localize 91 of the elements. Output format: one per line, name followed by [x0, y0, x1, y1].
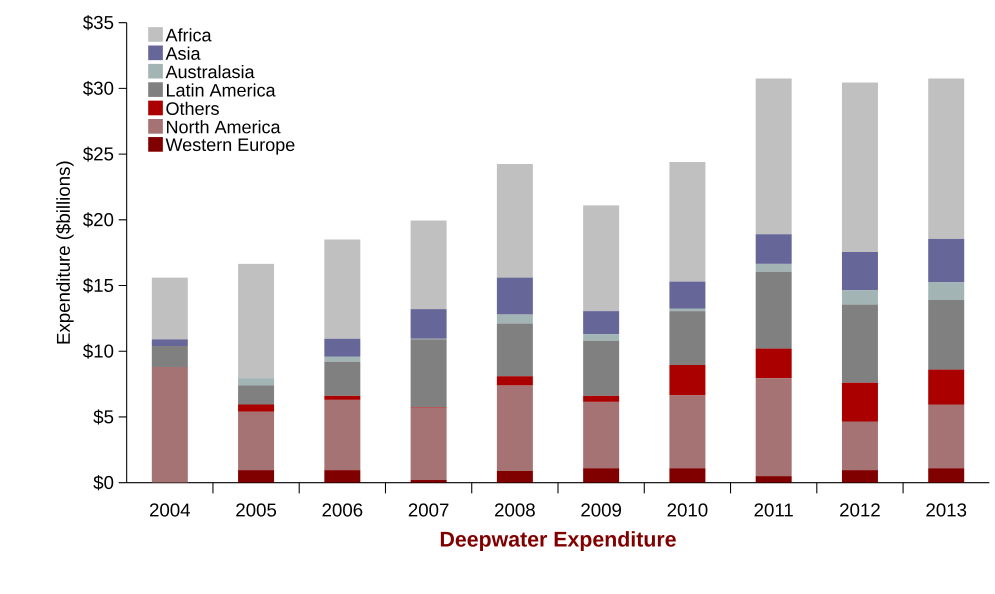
bar	[152, 278, 188, 340]
bar	[928, 78, 964, 239]
y-tick-label: $0	[93, 475, 114, 490]
y-tick-label: $5	[93, 409, 114, 425]
bar	[410, 480, 447, 483]
bar	[928, 468, 964, 483]
bar	[238, 264, 274, 378]
x-tick-label: 2011	[754, 503, 793, 517]
bar	[756, 378, 792, 476]
bar	[496, 324, 533, 376]
bar	[238, 470, 274, 483]
bar	[842, 304, 878, 383]
bar	[583, 340, 620, 396]
bar	[496, 314, 533, 324]
legend-label: Africa	[166, 28, 212, 42]
x-tick-label: 2006	[322, 503, 362, 517]
bar	[669, 282, 706, 309]
bar	[928, 404, 964, 468]
bar	[496, 164, 533, 278]
y-tick-label: $20	[83, 212, 114, 228]
bar	[928, 238, 964, 282]
bar	[583, 205, 620, 312]
bar	[756, 264, 792, 272]
bar	[669, 365, 706, 396]
bar	[324, 240, 360, 339]
bar	[669, 395, 706, 468]
x-tick-label: 2005	[236, 503, 276, 517]
y-tick-label: $35	[83, 15, 114, 30]
bar	[324, 396, 360, 400]
bar	[238, 412, 274, 470]
x-tick-label: 2010	[668, 503, 708, 517]
legend-label: Australasia	[166, 65, 255, 78]
bar	[583, 334, 620, 341]
x-tick-label: 2008	[495, 503, 535, 517]
bar	[496, 385, 533, 471]
bar	[842, 470, 878, 483]
x-axis-title: Deepwater Expenditure	[440, 531, 676, 551]
bar	[238, 385, 274, 404]
x-tick-label: 2012	[840, 503, 880, 517]
bar	[324, 338, 360, 356]
legend-label: Asia	[166, 46, 201, 60]
bar	[583, 396, 620, 402]
bar	[152, 367, 188, 483]
bar	[928, 370, 964, 404]
x-tick-label: 2004	[150, 503, 190, 517]
bar	[928, 300, 964, 370]
bar	[324, 400, 360, 470]
legend-label: Western Europe	[166, 138, 294, 155]
bar	[496, 470, 533, 483]
y-tick-label: $25	[83, 146, 114, 162]
y-tick-label: $30	[83, 80, 114, 96]
bar	[669, 162, 706, 282]
y-tick-label: $15	[83, 278, 114, 294]
bar	[669, 311, 706, 366]
bar	[842, 252, 878, 290]
bar	[410, 309, 447, 339]
legend-label: Others	[166, 102, 219, 115]
bar	[928, 282, 964, 300]
bar	[583, 402, 620, 468]
y-tick-label: $10	[83, 344, 114, 359]
bar	[410, 339, 447, 408]
bar	[496, 278, 533, 314]
bar	[152, 339, 188, 346]
x-tick-label: 2007	[408, 503, 448, 517]
bar	[583, 468, 620, 483]
bar	[842, 82, 878, 252]
bar	[756, 78, 792, 234]
bar	[410, 220, 447, 310]
bar	[496, 376, 533, 386]
bar	[756, 272, 792, 349]
bar	[324, 362, 360, 396]
bar	[842, 290, 878, 305]
x-tick-label: 2009	[581, 503, 622, 517]
bar	[238, 378, 274, 386]
legend-label: North America	[167, 120, 281, 134]
bar	[842, 382, 878, 422]
bar	[669, 308, 706, 312]
bar	[410, 408, 447, 480]
bar	[756, 476, 792, 483]
bar	[842, 422, 878, 470]
bar	[324, 470, 360, 483]
bar	[756, 348, 792, 378]
x-tick-label: 2013	[926, 503, 966, 517]
bar	[324, 356, 360, 362]
bar	[583, 311, 620, 334]
legend-label: Latin America	[167, 83, 276, 97]
bar	[152, 346, 188, 368]
bar	[756, 234, 792, 264]
y-axis-title: Expenditure ($billions)	[56, 162, 74, 344]
bar	[238, 404, 274, 412]
bar	[669, 468, 706, 483]
